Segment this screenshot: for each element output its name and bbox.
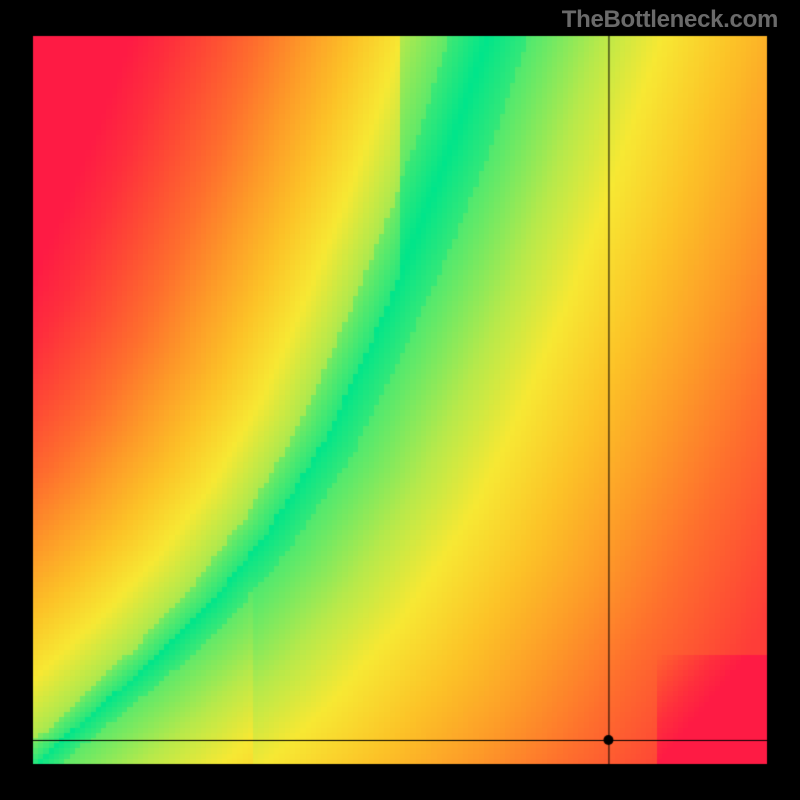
watermark-text: TheBottleneck.com <box>562 6 778 34</box>
heatmap-canvas <box>0 0 800 800</box>
chart-container: TheBottleneck.com <box>0 0 800 800</box>
